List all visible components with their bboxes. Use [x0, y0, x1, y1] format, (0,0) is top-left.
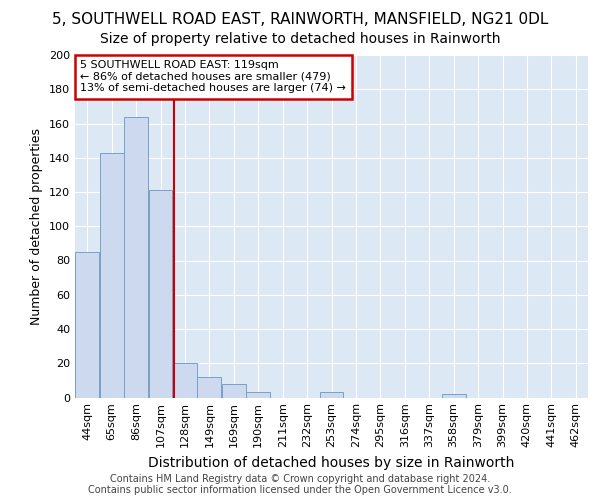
Bar — [149, 190, 172, 398]
Text: Contains HM Land Registry data © Crown copyright and database right 2024.: Contains HM Land Registry data © Crown c… — [110, 474, 490, 484]
Text: 5, SOUTHWELL ROAD EAST, RAINWORTH, MANSFIELD, NG21 0DL: 5, SOUTHWELL ROAD EAST, RAINWORTH, MANSF… — [52, 12, 548, 28]
Bar — [320, 392, 343, 398]
Bar — [222, 384, 246, 398]
Bar — [75, 252, 99, 398]
Bar — [173, 363, 197, 398]
Y-axis label: Number of detached properties: Number of detached properties — [31, 128, 43, 325]
Bar — [442, 394, 466, 398]
X-axis label: Distribution of detached houses by size in Rainworth: Distribution of detached houses by size … — [148, 456, 515, 470]
Bar — [124, 116, 148, 398]
Text: Contains public sector information licensed under the Open Government Licence v3: Contains public sector information licen… — [88, 485, 512, 495]
Bar — [100, 152, 124, 398]
Bar — [197, 377, 221, 398]
Text: Size of property relative to detached houses in Rainworth: Size of property relative to detached ho… — [100, 32, 500, 46]
Bar — [246, 392, 270, 398]
Text: 5 SOUTHWELL ROAD EAST: 119sqm
← 86% of detached houses are smaller (479)
13% of : 5 SOUTHWELL ROAD EAST: 119sqm ← 86% of d… — [80, 60, 346, 94]
